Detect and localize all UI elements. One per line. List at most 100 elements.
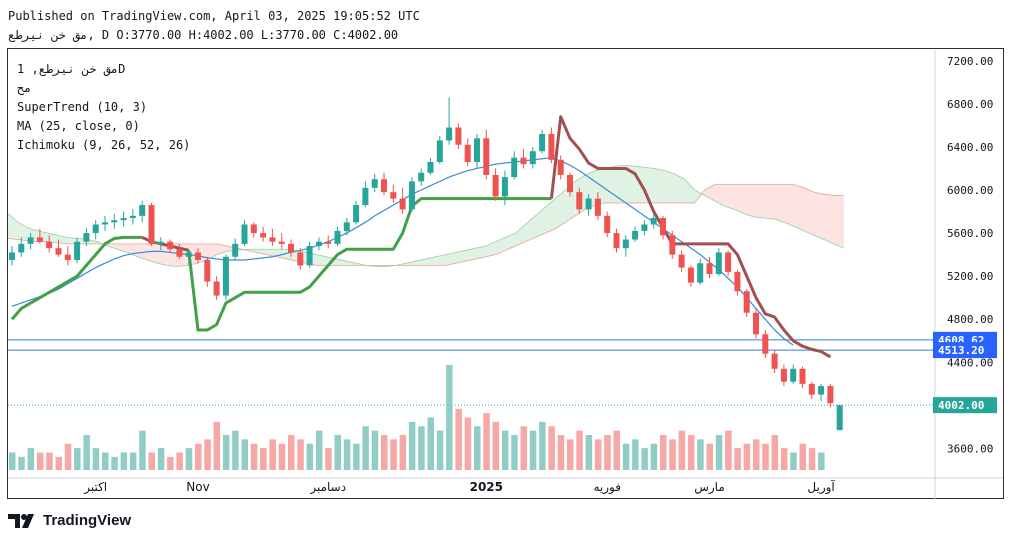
candle-body[interactable]: [827, 386, 834, 404]
candle-body[interactable]: [74, 241, 81, 260]
candle-body[interactable]: [753, 312, 759, 335]
candle-body[interactable]: [297, 252, 304, 266]
candle-body[interactable]: [780, 368, 787, 382]
ichimoku-cloud-segment: [47, 233, 58, 243]
candle-body[interactable]: [520, 157, 527, 165]
candle-body[interactable]: [790, 368, 797, 382]
candle-body[interactable]: [241, 224, 248, 244]
candle-body[interactable]: [808, 383, 815, 395]
legend-supertrend[interactable]: SuperTrend (10, 3): [17, 100, 148, 114]
candle-body[interactable]: [818, 386, 825, 395]
candle-body[interactable]: [613, 233, 620, 249]
candle-body[interactable]: [678, 254, 685, 268]
candle-body[interactable]: [148, 205, 155, 244]
candle-body[interactable]: [362, 187, 369, 206]
candle-body[interactable]: [576, 192, 583, 210]
volume-bar: [27, 448, 35, 470]
candle-body[interactable]: [557, 159, 564, 175]
legend-ichimoku[interactable]: Ichimoku (9, 26, 52, 26): [17, 138, 191, 152]
candle-body[interactable]: [492, 174, 499, 197]
candle-body[interactable]: [185, 252, 192, 257]
candle-body[interactable]: [436, 140, 443, 162]
candle-body[interactable]: [18, 243, 25, 253]
candle-body[interactable]: [567, 174, 573, 193]
candle-body[interactable]: [36, 237, 43, 242]
candle-body[interactable]: [353, 205, 360, 223]
candle-body[interactable]: [371, 179, 378, 188]
candle-body[interactable]: [427, 162, 434, 173]
candle-body[interactable]: [771, 353, 778, 369]
candle-body[interactable]: [408, 181, 415, 210]
candle-body[interactable]: [622, 239, 629, 249]
candle-body[interactable]: [195, 252, 201, 260]
candle-body[interactable]: [129, 215, 136, 218]
candle-body[interactable]: [399, 198, 406, 210]
candle-body[interactable]: [315, 241, 322, 246]
candle-body[interactable]: [604, 215, 611, 234]
candle-body[interactable]: [381, 179, 387, 193]
candle-body[interactable]: [660, 218, 666, 236]
candle-body[interactable]: [111, 220, 118, 223]
candle-body[interactable]: [548, 134, 555, 160]
candle-body[interactable]: [27, 237, 34, 244]
candle-body[interactable]: [288, 243, 294, 253]
candle-body[interactable]: [92, 224, 99, 234]
candle-body[interactable]: [650, 218, 657, 225]
candle-body[interactable]: [725, 252, 732, 272]
candle-body[interactable]: [204, 260, 211, 282]
candle-body[interactable]: [306, 246, 313, 266]
candle-body[interactable]: [64, 254, 71, 260]
candle-body[interactable]: [641, 224, 648, 231]
candle-body[interactable]: [585, 198, 592, 210]
candle-body[interactable]: [464, 144, 471, 162]
candle-body[interactable]: [250, 224, 257, 234]
candle-body[interactable]: [55, 248, 62, 255]
candle-body[interactable]: [278, 241, 285, 244]
candle-body[interactable]: [455, 127, 462, 145]
tradingview-logo[interactable]: TradingView: [8, 512, 131, 529]
candle-body[interactable]: [715, 252, 722, 274]
candle-body[interactable]: [120, 218, 127, 221]
candle-body[interactable]: [697, 263, 704, 283]
candle-body[interactable]: [260, 233, 267, 238]
candle-body[interactable]: [836, 405, 843, 431]
candle-body[interactable]: [687, 267, 694, 283]
candle-body[interactable]: [529, 151, 536, 165]
candle-body[interactable]: [325, 241, 332, 244]
candle-body[interactable]: [102, 222, 108, 225]
candle-body[interactable]: [762, 334, 769, 354]
candle-body[interactable]: [446, 127, 453, 141]
candle-body[interactable]: [539, 134, 546, 152]
candle-body[interactable]: [46, 241, 53, 249]
candle-body[interactable]: [334, 230, 341, 244]
legend-ma[interactable]: MA (25, close, 0): [17, 119, 140, 133]
candle-body[interactable]: [632, 230, 639, 240]
candle-body[interactable]: [232, 243, 239, 257]
candle-body[interactable]: [157, 241, 164, 244]
candle-body[interactable]: [501, 177, 508, 197]
candle-body[interactable]: [511, 157, 518, 178]
candle-body[interactable]: [269, 237, 276, 242]
candle-body[interactable]: [343, 222, 350, 231]
candle-body[interactable]: [483, 138, 490, 175]
candle-body[interactable]: [176, 249, 183, 257]
candle-body[interactable]: [167, 241, 174, 250]
candle-body[interactable]: [418, 172, 425, 182]
volume-bar: [650, 443, 658, 470]
candle-body[interactable]: [734, 271, 741, 292]
candle-body[interactable]: [222, 256, 229, 296]
ichimoku-cloud-segment: [784, 184, 795, 227]
candle-body[interactable]: [743, 291, 750, 313]
candle-body[interactable]: [9, 252, 15, 260]
candle-body[interactable]: [799, 368, 806, 384]
price-chart[interactable]: 3600.00 4400.00 4800.00 5200.00 5600.00 6000.…: [0, 0, 1012, 510]
candle-body[interactable]: [474, 138, 480, 162]
candle-body[interactable]: [669, 235, 676, 255]
candle-body[interactable]: [706, 263, 713, 274]
candle-body[interactable]: [213, 281, 220, 296]
volume-bar: [176, 452, 183, 470]
candle-body[interactable]: [594, 198, 601, 216]
candle-body[interactable]: [139, 205, 146, 216]
candle-body[interactable]: [390, 192, 397, 199]
candle-body[interactable]: [83, 233, 90, 242]
